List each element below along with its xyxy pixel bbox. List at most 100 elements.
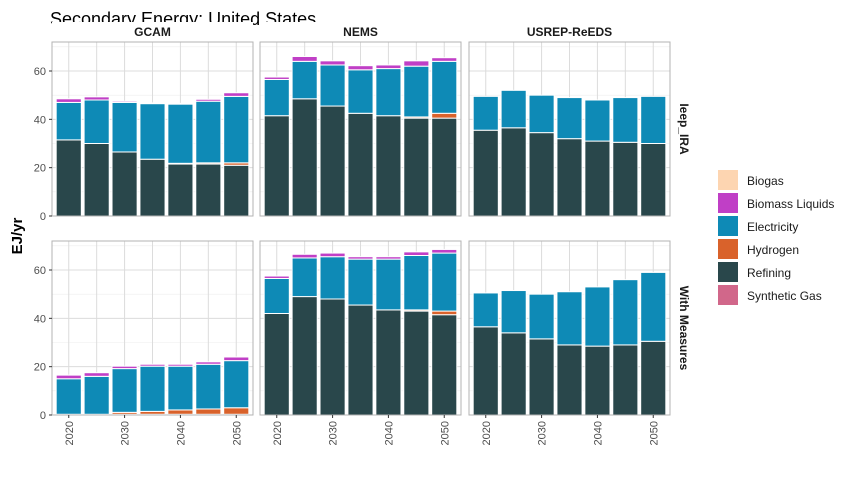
bar-segment-refining — [319, 105, 346, 217]
bar-segment-refining — [319, 298, 346, 416]
panel-usrep-reeds-0 — [468, 41, 671, 217]
bar-segment-refining — [83, 143, 110, 217]
bar-segment-biomass-liquids — [431, 57, 458, 62]
bar-segment-refining — [263, 313, 290, 416]
bar-segment-biomass-liquids — [263, 76, 290, 80]
x-tick-label: 2040 — [383, 421, 395, 445]
panel-border — [468, 41, 671, 217]
bar-segment-refining — [375, 309, 402, 416]
bar-segment-electricity — [375, 68, 402, 117]
legend-key-synthetic-gas — [718, 285, 738, 305]
bar-segment-refining — [403, 310, 430, 416]
bar-segment-electricity — [403, 65, 430, 118]
bar-segment-refining — [55, 139, 82, 217]
bar-segment-refining — [111, 151, 138, 217]
bar-segment-biomass-liquids — [319, 60, 346, 66]
x-tick-label: 2020 — [272, 421, 284, 445]
legend-label: Refining — [747, 266, 791, 280]
bar-segment-electricity — [319, 64, 346, 107]
legend: Biogas Biomass Liquids Electricity Hydrogen… — [718, 170, 834, 305]
bar-segment-electricity — [472, 95, 499, 131]
x-tick-label: 2040 — [175, 421, 187, 445]
bar-segment-electricity — [111, 101, 138, 153]
bar-segment-electricity — [584, 286, 611, 347]
bar-segment-electricity — [556, 291, 583, 346]
bar-segment-refining — [472, 326, 499, 416]
bar-segment-electricity — [347, 258, 374, 306]
bar-segment-electricity — [319, 256, 346, 300]
bar-segment-electricity — [83, 99, 110, 144]
bar-segment-electricity — [167, 365, 194, 411]
panels: GCAM NEMS USREP-ReEDS Ieep_IRA With Measures… — [34, 22, 691, 445]
bar-segment-biomass-liquids — [223, 92, 250, 97]
bar-segment-hydrogen — [431, 112, 458, 119]
bar-segment-refining — [500, 127, 527, 217]
bar-segment-biomass-liquids — [347, 256, 374, 260]
bar-segment-electricity — [139, 365, 166, 412]
legend-key-electricity — [718, 216, 738, 236]
bar-segment-electricity — [223, 95, 250, 164]
facet-strip-nems — [260, 22, 461, 42]
bar-segment-refining — [347, 112, 374, 217]
bar-segment-electricity — [83, 375, 110, 415]
panel-gcam-0: 0 20 40 60 — [34, 41, 254, 223]
panel-nems-0 — [259, 41, 462, 217]
bar-segment-electricity — [556, 97, 583, 140]
bar-segment-refining — [584, 140, 611, 217]
bar-segment-biomass-liquids — [195, 361, 222, 365]
bar-segment-refining — [472, 129, 499, 217]
bar-segment-electricity — [640, 271, 667, 342]
legend-label: Hydrogen — [747, 243, 799, 257]
bar-segment-hydrogen — [431, 310, 458, 316]
y-tick-label: 20 — [34, 163, 46, 175]
bar-segment-electricity — [167, 103, 194, 164]
bar-segment-biomass-liquids — [83, 96, 110, 101]
bar-segment-biomass-liquids — [167, 363, 194, 367]
bar-segment-electricity — [403, 255, 430, 311]
legend-label: Biogas — [747, 174, 784, 188]
bar-segment-refining — [431, 314, 458, 416]
facet-row-label: Ieep_IRA — [677, 103, 691, 155]
facet-column-label: GCAM — [134, 25, 171, 39]
bar-segment-biomass-liquids — [375, 256, 402, 260]
x-tick-label: 2020 — [64, 421, 76, 445]
y-tick-label: 40 — [34, 114, 46, 126]
facet-strip-gcam — [52, 22, 253, 42]
bar-segment-refining — [500, 332, 527, 416]
bar-segment-electricity — [640, 95, 667, 144]
bar-segment-electricity — [612, 279, 639, 346]
bar-segment-hydrogen — [167, 409, 194, 415]
bar-segment-biomass-liquids — [55, 98, 82, 103]
bar-segment-refining — [612, 141, 639, 217]
bar-segment-electricity — [139, 103, 166, 160]
facet-strip-usrep-reeds — [469, 22, 670, 42]
bar-segment-biomass-liquids — [111, 100, 138, 103]
bar-segment-refining — [347, 304, 374, 416]
panel-border — [51, 41, 254, 217]
bar-segment-biomass-liquids — [55, 374, 82, 380]
panel-nems-1: 2020 2030 2040 2050 — [259, 240, 462, 445]
panel-usrep-reeds-1: 2020 2030 2040 2050 — [468, 240, 671, 445]
bar-segment-biomass-liquids — [375, 64, 402, 70]
legend-key-refining — [718, 262, 738, 282]
panel-border — [51, 240, 254, 416]
bar-segment-refining — [584, 345, 611, 416]
y-tick-label: 60 — [34, 265, 46, 277]
legend-key-hydrogen — [718, 239, 738, 259]
bar-segment-electricity — [291, 60, 318, 100]
bar-segment-hydrogen — [223, 407, 250, 415]
bar-segment-refining — [223, 164, 250, 217]
x-tick-label: 2050 — [231, 421, 243, 445]
bar-segment-refining — [612, 344, 639, 416]
bar-segment-refining — [640, 143, 667, 217]
bar-segment-electricity — [291, 257, 318, 298]
bar-segment-electricity — [375, 258, 402, 311]
y-tick-label: 0 — [40, 410, 46, 422]
bar-segment-biomass-liquids — [83, 372, 110, 377]
facet-column-label: NEMS — [343, 25, 378, 39]
bar-segment-biomass-liquids — [347, 65, 374, 71]
x-tick-label: 2030 — [120, 421, 132, 445]
bar-segment-electricity — [55, 101, 82, 141]
y-tick-label: 60 — [34, 66, 46, 78]
